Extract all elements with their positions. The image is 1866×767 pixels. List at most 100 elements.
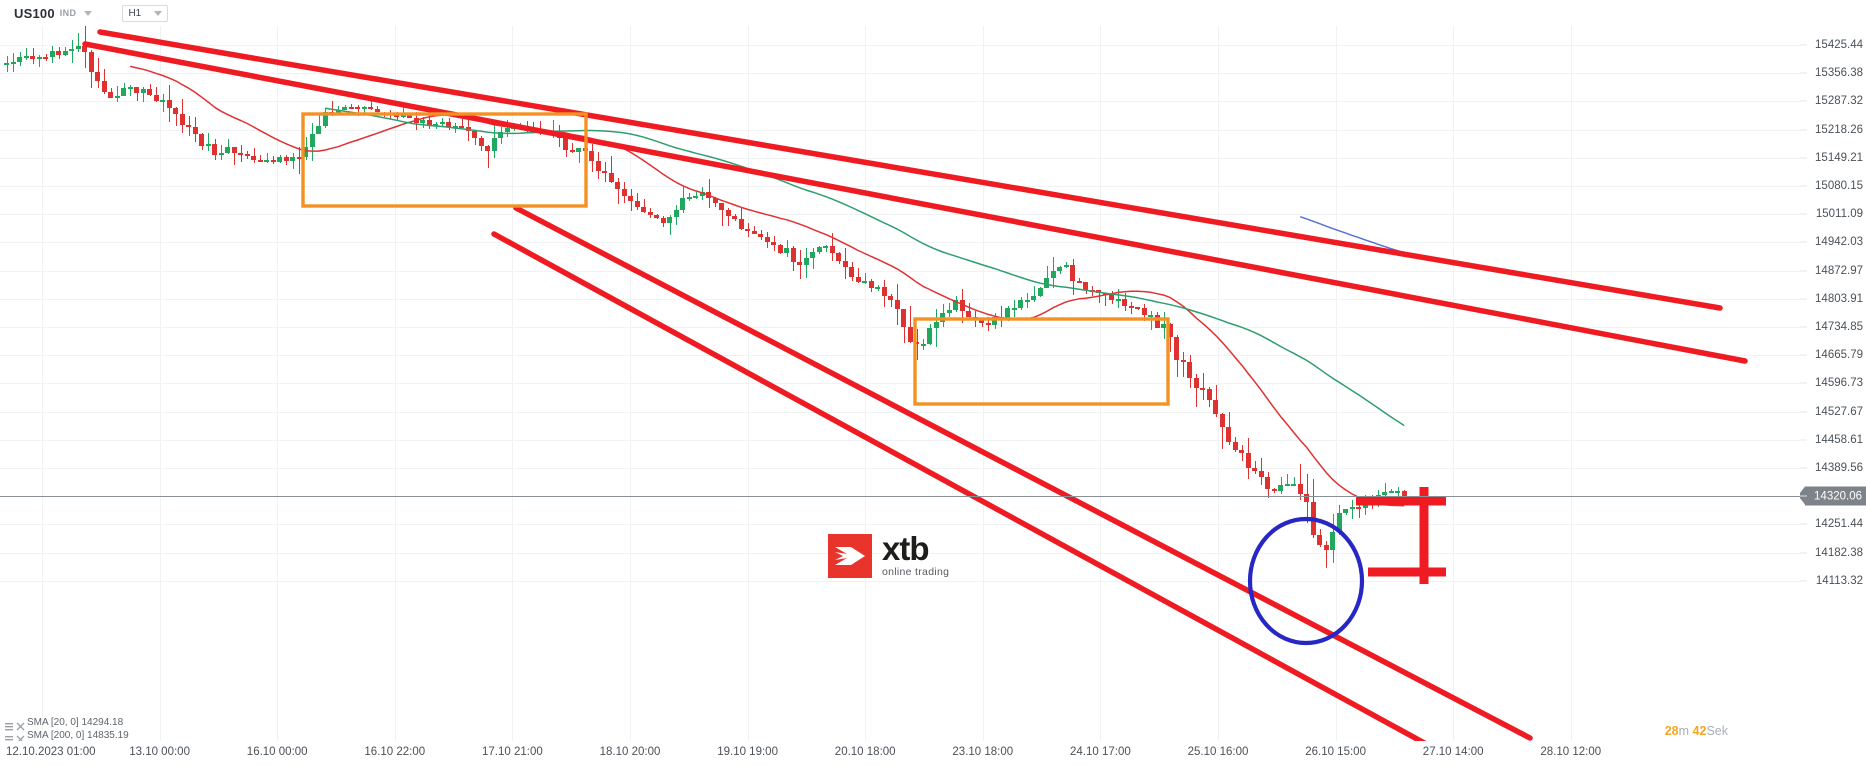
consolidation-box-2[interactable] [913,317,1170,406]
candle-bearish [186,125,192,128]
current-price-value: 14320.06 [1814,490,1862,503]
chart-plot-area[interactable]: xtb online trading SMA [20, 0] 14294.18 S… [0,26,1800,741]
candle-wick [39,55,41,68]
channel-lower-parallel[interactable] [513,205,1533,741]
time-tick-label: 24.10 17:00 [1070,746,1131,758]
candle-bullish [49,51,55,57]
timeframe-selector[interactable]: H1 [122,4,169,22]
current-price-line [0,496,1800,498]
time-tick-label: 17.10 21:00 [482,746,543,758]
consolidation-box-1[interactable] [301,112,588,208]
candle-bearish [966,310,972,318]
price-tick-label: 14596.73 [1815,377,1863,390]
candle-bearish [1265,476,1271,489]
candle-bearish [212,143,218,156]
candle-bearish [108,91,114,99]
channel-upper-trendline[interactable] [97,29,1723,311]
candle-bullish [1161,323,1167,328]
candle-bearish [283,157,289,161]
candle-wick [331,101,333,116]
candle-bearish [1200,388,1206,391]
candle-wick [221,145,223,160]
candle-bullish [673,210,679,217]
price-tick-mark [1800,326,1807,328]
price-tick-mark [1800,580,1807,582]
legend-row-sma-200[interactable]: SMA [200, 0] 14835.19 [5,729,129,741]
candle-bearish [43,56,49,59]
candle-wick [1196,374,1198,407]
price-axis[interactable]: 14320.06 15425.44 15356.38 15287.32 15218.2… [1800,26,1866,741]
candle-bullish [342,106,348,111]
candle-bearish [257,159,263,162]
candle-bearish [446,122,452,127]
close-icon[interactable] [16,718,25,730]
candle-bearish [758,233,764,238]
gridline-horizontal [0,411,1800,413]
candle-wick [1066,261,1068,268]
candle-wick [741,207,743,230]
price-tick-mark [1800,439,1807,441]
price-tick-label: 15080.15 [1815,180,1863,192]
candle-bearish [459,125,465,128]
gridline-horizontal [0,439,1800,441]
candle-wick [858,267,860,284]
candle-wick [234,146,236,165]
candle-bearish [134,87,140,93]
candle-bearish [855,276,861,283]
candle-bullish [1291,483,1297,486]
candle-bearish [790,248,796,262]
chevron-down-icon[interactable] [154,10,163,16]
gridline-horizontal [0,468,1800,469]
time-tick-label: 12.10.2023 01:00 [6,746,96,758]
candle-wick [552,120,554,139]
candle-bearish [771,241,777,246]
chevron-down-icon[interactable] [84,10,93,16]
candle-wick [1241,444,1243,462]
price-tick-label: 15356.38 [1815,67,1863,80]
price-tick-label: 14389.56 [1815,462,1863,474]
timeframe-label: H1 [128,7,142,19]
candle-bullish [225,147,231,153]
candle-bearish [355,107,361,110]
reversal-zone-circle[interactable] [1247,516,1365,646]
symbol-name[interactable]: US100 [14,5,55,21]
legend-row-sma-20[interactable]: SMA [20, 0] 14294.18 [5,716,129,730]
candle-wick [266,152,268,164]
close-icon[interactable] [16,731,25,741]
candle-bullish [4,63,10,66]
candle-wick [357,105,359,116]
indicator-settings-icon[interactable] [5,731,14,740]
candle-bearish [569,149,575,152]
gridline-vertical [42,26,43,741]
candle-bullish [335,110,341,113]
candle-bullish [927,327,933,344]
candle-bearish [1356,507,1362,510]
price-tick-mark [1800,213,1807,215]
candle-bearish [725,210,731,216]
gridline-horizontal [0,298,1800,300]
gridline-vertical [982,26,984,741]
candle-wick [721,202,723,227]
indicator-settings-icon[interactable] [5,718,14,730]
candle-bullish [1011,307,1017,310]
gridline-vertical [394,26,396,741]
candle-bullish [264,160,270,163]
candle-wick [253,148,255,163]
candle-wick [364,105,366,114]
upper-descending-trendline[interactable] [82,41,1748,364]
candle-wick [1183,351,1185,378]
gridline-vertical [159,26,161,741]
price-tick-mark [1800,241,1807,243]
candle-wick [1222,413,1224,450]
candle-bearish [595,161,601,171]
candle-bullish [17,56,23,62]
candle-bearish [472,130,478,138]
candle-bearish [907,326,913,343]
gridline-horizontal [0,157,1800,159]
candle-wick [136,87,138,101]
candle-bullish [309,134,315,147]
candle-bearish [231,147,237,153]
candle-bearish [30,55,36,59]
time-axis[interactable]: 12.10.2023 01:00 13.10 00:00 16.10 00:00 16… [0,741,1866,767]
channel-lower-trendline[interactable] [491,231,1470,741]
